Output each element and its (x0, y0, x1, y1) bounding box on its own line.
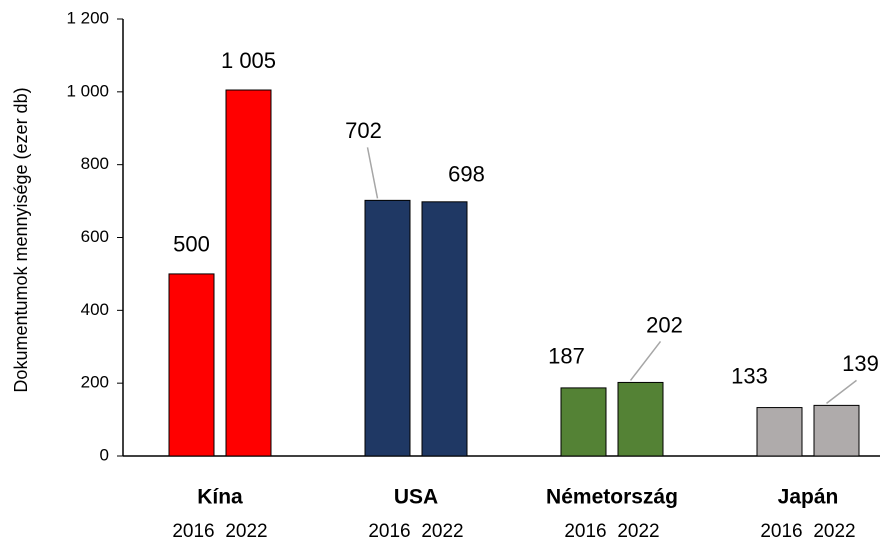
y-axis-title: Dokumentumok mennyisége (ezer db) (11, 87, 31, 392)
category-label: Németország (546, 486, 678, 509)
data-label: 139 (842, 351, 879, 376)
series-label: 2022 (813, 521, 855, 542)
y-tick-label: 600 (81, 227, 109, 246)
series-label: 2022 (617, 521, 659, 542)
bar (813, 404, 860, 457)
bar (168, 273, 215, 457)
data-label: 500 (173, 232, 210, 257)
leader-line (826, 379, 857, 404)
y-tick-label: 0 (100, 445, 109, 464)
leader-line (366, 147, 379, 199)
bar (560, 387, 607, 457)
series-label: 2016 (368, 521, 410, 542)
y-tick-label: 800 (81, 154, 109, 173)
series-label: 2016 (564, 521, 606, 542)
series-label: 2022 (421, 521, 463, 542)
category-label: Japán (778, 486, 839, 509)
data-label: 187 (548, 344, 585, 369)
y-tick-label: 1 000 (66, 81, 109, 100)
series-label: 2016 (172, 521, 214, 542)
y-tick-label: 200 (81, 373, 109, 392)
bar (364, 199, 411, 457)
data-label: 202 (646, 312, 683, 337)
data-label: 1 005 (221, 48, 276, 73)
bar (225, 89, 272, 457)
y-tick-label: 1 200 (66, 8, 109, 27)
series-label: 2016 (760, 521, 802, 542)
category-label: USA (394, 486, 438, 509)
series-label: 2022 (225, 521, 267, 542)
bar (421, 201, 468, 457)
leader-line (629, 340, 662, 381)
bar (756, 407, 803, 457)
category-label: Kína (197, 486, 243, 509)
data-label: 702 (345, 118, 382, 143)
y-tick-label: 400 (81, 300, 109, 319)
bar (617, 381, 664, 457)
data-label: 698 (448, 162, 485, 187)
data-label: 133 (731, 363, 768, 388)
